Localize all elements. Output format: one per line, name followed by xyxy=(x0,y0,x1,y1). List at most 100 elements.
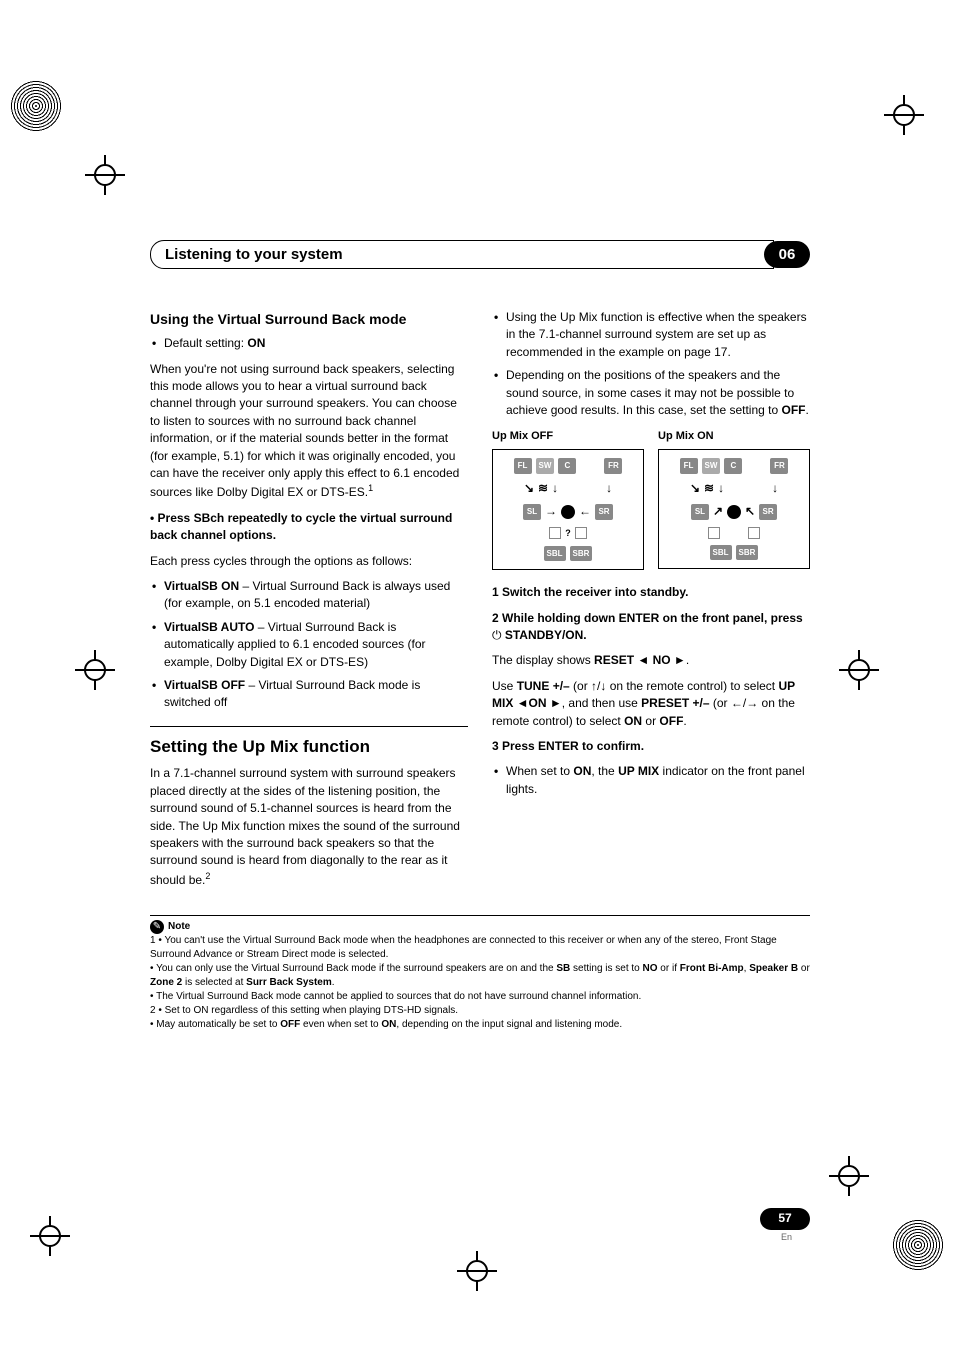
note-2a: 2 • Set to ON regardless of this setting… xyxy=(150,1004,810,1018)
page-content: Listening to your system 06 Using the Vi… xyxy=(150,60,810,1230)
arrow-icon: ← xyxy=(579,503,591,520)
vsb-option-auto: VirtualSB AUTO – Virtual Surround Back i… xyxy=(164,619,468,671)
left-column: Using the Virtual Surround Back mode Def… xyxy=(150,309,468,897)
chapter-title: Listening to your system xyxy=(150,240,774,269)
page-number: 57 xyxy=(760,1208,810,1230)
sp-fl: FL xyxy=(514,458,532,474)
arrow-icon: → xyxy=(545,503,557,520)
note-header: ✎Note xyxy=(150,920,810,934)
arrow-icon: ↖ xyxy=(745,503,755,520)
s3b: ON xyxy=(573,764,591,778)
s3d: UP MIX xyxy=(618,764,659,778)
chapter-number: 06 xyxy=(764,241,810,268)
th: ON xyxy=(624,714,642,728)
sp-sbr: SBR xyxy=(570,546,593,562)
footnotes: ✎Note 1 • You can't use the Virtual Surr… xyxy=(150,915,810,1032)
chapter-header: Listening to your system 06 xyxy=(150,240,810,269)
sp-fl: FL xyxy=(680,458,698,474)
note-2b: • May automatically be set to OFF even w… xyxy=(150,1018,810,1032)
n2bc: even when set to xyxy=(300,1019,381,1030)
n1bi: or xyxy=(798,963,810,974)
diagram-off: Up Mix OFF FL SW C FR ↘≋↓↓ SL → xyxy=(492,429,644,570)
vsb-off-title: VirtualSB OFF xyxy=(164,678,245,692)
print-reg-tl xyxy=(10,80,62,132)
sp-sr: SR xyxy=(759,504,777,520)
b2a: Depending on the positions of the speake… xyxy=(506,368,794,417)
arrow-icon: ≋ xyxy=(538,480,548,497)
default-value: ON xyxy=(247,336,265,350)
upmix-bullet-1: Using the Up Mix function is effective w… xyxy=(506,309,810,361)
right-column: Using the Up Mix function is effective w… xyxy=(492,309,810,897)
note-1b: • You can only use the Virtual Surround … xyxy=(150,962,810,990)
arrow-icon: ↓ xyxy=(718,480,724,497)
sp-sbl: SBL xyxy=(710,545,732,561)
n1bl: Surr Back System xyxy=(246,977,332,988)
diagram-on: Up Mix ON FL SW C FR ↘≋↓↓ SL ↗ xyxy=(658,429,810,570)
sp-sw: SW xyxy=(702,458,721,474)
listener-icon xyxy=(561,505,575,519)
print-cross-bl xyxy=(30,1216,70,1256)
vsb-option-off: VirtualSB OFF – Virtual Surround Back mo… xyxy=(164,677,468,712)
vsb-auto-title: VirtualSB AUTO xyxy=(164,620,254,634)
s2b: STANDBY/ON. xyxy=(502,628,587,642)
note-1a: 1 • You can't use the Virtual Surround B… xyxy=(150,934,810,962)
n1bh: Speaker B xyxy=(749,963,798,974)
arrow-icon: ↗ xyxy=(713,503,723,520)
n2bb: OFF xyxy=(280,1019,300,1030)
print-cross-bc xyxy=(457,1251,497,1291)
n1bd: NO xyxy=(643,963,658,974)
print-cross-tl2 xyxy=(85,155,125,195)
vsb-intro: When you're not using surround back spea… xyxy=(150,361,468,502)
sp-sl: SL xyxy=(691,504,709,520)
n2be: , depending on the input signal and list… xyxy=(396,1019,622,1030)
print-cross-l xyxy=(75,650,115,690)
empty-box-icon xyxy=(549,527,561,539)
content-columns: Using the Virtual Surround Back mode Def… xyxy=(150,309,810,897)
s2a: 2 While holding down ENTER on the front … xyxy=(492,611,803,625)
diag-on-box: FL SW C FR ↘≋↓↓ SL ↗ ↖ SR xyxy=(658,449,810,569)
note-icon: ✎ xyxy=(150,920,164,934)
upmix-intro: In a 7.1-channel surround system with su… xyxy=(150,765,468,889)
tune-instructions: Use TUNE +/– (or ↑/↓ on the remote contr… xyxy=(492,678,810,730)
te: , and then use xyxy=(562,696,641,710)
sp-c: C xyxy=(724,458,742,474)
arrow-icon: ↘ xyxy=(690,480,700,497)
print-cross-r xyxy=(839,650,879,690)
empty-box-icon xyxy=(748,527,760,539)
diag-off-box: FL SW C FR ↘≋↓↓ SL → ← SR xyxy=(492,449,644,570)
listener-icon xyxy=(727,505,741,519)
default-setting: Default setting: ON xyxy=(164,335,468,352)
n2ba: • May automatically be set to xyxy=(150,1019,280,1030)
sp-c: C xyxy=(558,458,576,474)
step-3: 3 Press ENTER to confirm. xyxy=(492,738,810,755)
upmix-bullet-2: Depending on the positions of the speake… xyxy=(506,367,810,419)
tb: TUNE +/– xyxy=(517,679,570,693)
n1bf: Front Bi-Amp xyxy=(680,963,744,974)
diag-off-title: Up Mix OFF xyxy=(492,429,644,445)
sp-sbl: SBL xyxy=(544,546,566,562)
n1ba: • You can only use the Virtual Surround … xyxy=(150,963,556,974)
print-reg-br xyxy=(892,1219,944,1271)
arrow-icon: ≋ xyxy=(704,480,714,497)
page-language: En xyxy=(781,1232,792,1242)
tc: (or ↑/↓ on the remote control) to select xyxy=(570,679,779,693)
step-1: 1 Switch the receiver into standby. xyxy=(492,584,810,601)
step-2: 2 While holding down ENTER on the front … xyxy=(492,610,810,645)
vsb-option-on: VirtualSB ON – Virtual Surround Back is … xyxy=(164,578,468,613)
n2bd: ON xyxy=(381,1019,396,1030)
sp-sbr: SBR xyxy=(736,545,759,561)
arrow-icon: ↓ xyxy=(772,480,778,497)
s3c: , the xyxy=(591,764,618,778)
print-cross-tr xyxy=(884,95,924,135)
s2db: RESET ◄ NO ► xyxy=(594,653,686,667)
b2c: . xyxy=(806,403,809,417)
vsb-cycle-text: Each press cycles through the options as… xyxy=(150,553,468,570)
s2dc: . xyxy=(686,653,689,667)
ta: Use xyxy=(492,679,517,693)
diag-on-title: Up Mix ON xyxy=(658,429,810,445)
n1bc: setting is set to xyxy=(570,963,642,974)
question-mark: ? xyxy=(565,527,571,540)
sp-sr: SR xyxy=(595,504,613,520)
s2da: The display shows xyxy=(492,653,594,667)
vsb-intro-text: When you're not using surround back spea… xyxy=(150,362,459,500)
